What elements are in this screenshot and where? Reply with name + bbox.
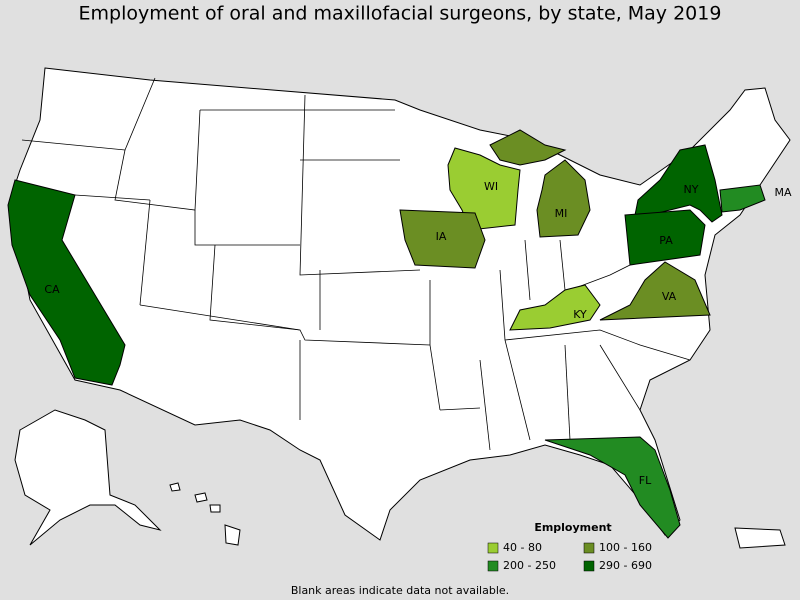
- us-outline: [9, 67, 791, 541]
- state: [544, 436, 681, 539]
- state-label: MI: [555, 207, 568, 220]
- state: [399, 209, 486, 269]
- state: [489, 129, 567, 166]
- state-label: MA: [774, 186, 791, 199]
- legend-title: Employment: [534, 521, 611, 534]
- state-label: VA: [662, 290, 677, 303]
- state-label: KY: [573, 308, 587, 321]
- puerto-rico: [734, 527, 786, 549]
- state: [7, 179, 126, 386]
- state-label: FL: [639, 474, 652, 487]
- legend-label: 200 - 250: [503, 559, 556, 572]
- state-label: CA: [44, 283, 60, 296]
- state: [719, 184, 766, 213]
- alaska: [14, 409, 162, 546]
- state: [447, 147, 521, 231]
- state: [599, 261, 711, 321]
- state: [624, 209, 706, 266]
- state-borders: [21, 77, 691, 451]
- legend: 40 - 80 100 - 160 200 - 250 290 - 690: [487, 541, 652, 572]
- legend-swatch: [487, 560, 499, 572]
- state-label: NY: [684, 183, 699, 196]
- legend-label: 290 - 690: [599, 559, 652, 572]
- legend-label: 40 - 80: [503, 541, 542, 554]
- state-label: PA: [659, 234, 673, 247]
- state-label: WI: [484, 180, 498, 193]
- legend-label: 100 - 160: [599, 541, 652, 554]
- state: [536, 159, 591, 238]
- state-label: IA: [436, 230, 447, 243]
- legend-swatch: [487, 542, 499, 554]
- legend-swatch: [583, 560, 595, 572]
- legend-swatch: [583, 542, 595, 554]
- hawaii: [169, 482, 241, 546]
- footnote: Blank areas indicate data not available.: [291, 584, 509, 597]
- state: [509, 284, 601, 331]
- map-title: Employment of oral and maxillofacial sur…: [79, 3, 722, 25]
